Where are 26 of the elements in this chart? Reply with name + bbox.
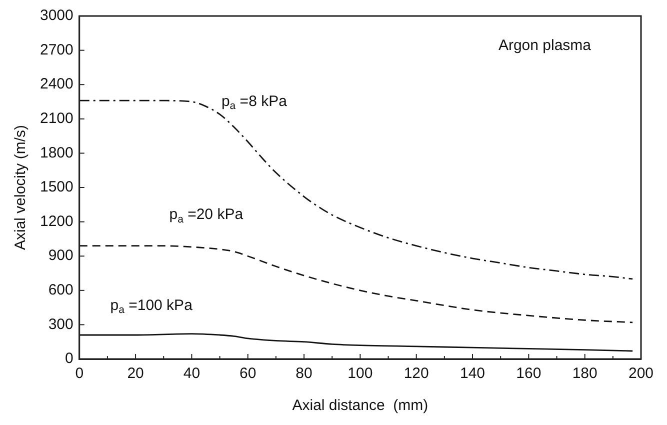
x-tick-label: 60 xyxy=(240,365,256,382)
x-tick-label: 20 xyxy=(127,365,144,382)
x-tick-label: 120 xyxy=(404,365,429,382)
y-tick-label: 2400 xyxy=(40,76,74,93)
y-tick-label: 1500 xyxy=(40,178,74,196)
y-tick-label: 0 xyxy=(65,350,74,368)
y-tick-label: 1800 xyxy=(40,144,74,162)
line-series xyxy=(79,333,634,352)
x-axis-title: Axial distance (mm) xyxy=(292,397,428,414)
x-tick-label: 180 xyxy=(572,365,598,382)
x-tick-label: 100 xyxy=(348,365,373,382)
y-tick-label: 3000 xyxy=(40,7,74,24)
x-tick-label: 80 xyxy=(296,365,312,382)
x-tick-label: 40 xyxy=(183,365,200,382)
annotation: Argon plasma xyxy=(498,37,592,54)
y-tick-label: 300 xyxy=(48,316,74,333)
y-tick-label: 900 xyxy=(48,247,74,264)
y-tick-label: 1200 xyxy=(40,212,74,230)
x-tick-label: 200 xyxy=(628,365,654,382)
y-tick-label: 2700 xyxy=(40,41,74,58)
y-tick-label: 2100 xyxy=(40,110,74,128)
line-series xyxy=(79,245,634,324)
x-tick-label: 140 xyxy=(460,365,486,382)
x-tick-label: 160 xyxy=(516,365,542,382)
y-axis-title: Axial velocity (m/s) xyxy=(12,124,30,250)
y-tick-label: 600 xyxy=(48,282,74,299)
